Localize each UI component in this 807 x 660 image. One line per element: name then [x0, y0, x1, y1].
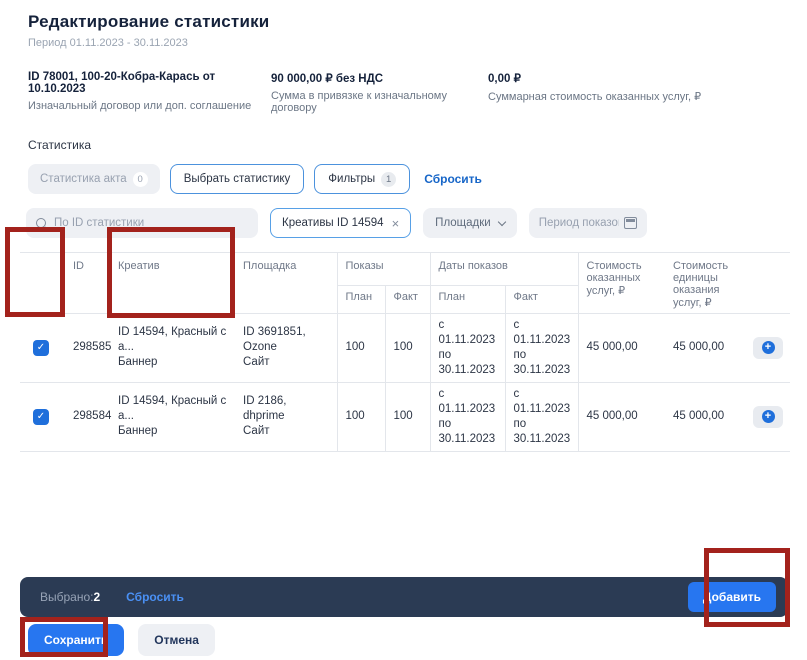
header-impressions-plan: План: [336, 285, 385, 314]
cell-id: 298585: [73, 341, 112, 354]
header-dates: Даты показов: [429, 252, 578, 286]
platform-title: ID 3691851, Ozone: [243, 326, 306, 354]
header-dates-plan: План: [429, 285, 505, 314]
add-row-button[interactable]: +: [753, 405, 783, 428]
row-checkbox[interactable]: ✓: [33, 339, 49, 356]
header-dates-fact: Факт: [504, 285, 578, 314]
row-checkbox[interactable]: ✓: [33, 408, 49, 425]
search-box[interactable]: [26, 208, 258, 238]
statistics-table: ID Креатив Площадка Показы Даты показов …: [20, 252, 790, 452]
creative-title: ID 14594, Красный с а...: [118, 395, 227, 423]
cell-platform: ID 3691851, Ozone Сайт: [235, 314, 337, 383]
cancel-button[interactable]: Отмена: [138, 624, 215, 656]
section-title-statistics: Статистика: [28, 138, 92, 152]
header-impressions-fact: Факт: [384, 285, 430, 314]
cell-date-fact: с 01.11.2023 по 30.11.2023: [504, 313, 578, 383]
summary-total: 0,00 ₽ Суммарная стоимость оказанных усл…: [488, 71, 701, 114]
total-value: 0,00 ₽: [488, 73, 521, 85]
cell-cost: 45 000,00: [577, 313, 665, 383]
period-subtitle: Период 01.11.2023 - 30.11.2023: [28, 37, 188, 49]
header-actions: [745, 253, 790, 314]
creative-title: ID 14594, Красный с а...: [118, 326, 227, 354]
cell-date-fact: с 01.11.2023 по 30.11.2023: [504, 382, 578, 451]
cell-unit-cost: 45 000,00: [673, 410, 725, 423]
cell-platform: ID 2186, dhprime Сайт: [235, 382, 337, 451]
remove-chip-icon[interactable]: ×: [391, 215, 400, 231]
summary-contract: ID 78001, 100-20-Кобра-Карась от 10.10.2…: [28, 71, 271, 114]
save-button[interactable]: Сохранить: [28, 624, 125, 656]
select-statistics-button[interactable]: Выбрать статистику: [169, 164, 305, 194]
selected-count: 2: [93, 590, 101, 604]
header-platform: Площадка: [243, 260, 297, 272]
cell-plan: 100: [336, 313, 385, 383]
add-row-button[interactable]: +: [753, 336, 783, 359]
summary-amount: 90 000,00 ₽ без НДС Сумма в привязке к и…: [271, 71, 488, 114]
table-row: ✓ 298584 ID 14594, Красный с а... Баннер…: [20, 382, 790, 451]
plus-icon: +: [761, 341, 775, 355]
table-row: ✓ 298585 ID 14594, Красный с а... Баннер…: [20, 313, 790, 383]
creative-type: Баннер: [118, 356, 158, 369]
filters-button[interactable]: Фильтры 1: [314, 164, 411, 194]
cell-date-plan: с 01.11.2023 по 30.11.2023: [429, 313, 505, 383]
search-input[interactable]: [54, 217, 248, 229]
total-label: Суммарная стоимость оказанных услуг, ₽: [488, 91, 702, 103]
contract-value: ID 78001, 100-20-Кобра-Карась от 10.10.2…: [28, 71, 216, 95]
chevron-down-icon: [497, 217, 506, 226]
platforms-label: Площадки: [435, 217, 491, 229]
act-statistics-tab[interactable]: Статистика акта 0: [28, 164, 160, 194]
platform-title: ID 2186, dhprime: [243, 395, 287, 423]
platforms-dropdown[interactable]: Площадки: [423, 208, 517, 238]
cell-fact: 100: [384, 382, 430, 451]
selection-reset-link[interactable]: Сбросить: [126, 590, 184, 604]
cell-plan: 100: [336, 382, 385, 451]
period-input[interactable]: [538, 217, 619, 229]
cell-cost: 45 000,00: [577, 382, 665, 451]
act-statistics-label: Статистика акта: [40, 173, 127, 185]
amount-label: Сумма в привязке к изначальному договору: [271, 90, 447, 114]
period-date-field[interactable]: [528, 208, 647, 238]
summary-row: ID 78001, 100-20-Кобра-Карась от 10.10.2…: [28, 71, 790, 114]
cell-creative: ID 14594, Красный с а... Баннер: [110, 314, 235, 383]
header-cost: Стоимость оказанных услуг, ₽: [577, 252, 665, 314]
cell-id: 298584: [73, 410, 112, 423]
creatives-filter-chip[interactable]: Креативы ID 14594 ×: [270, 208, 412, 238]
statistics-toolbar: Статистика акта 0 Выбрать статистику Фил…: [28, 164, 790, 194]
search-icon: [36, 218, 46, 228]
header-unit-cost: Стоимость единицы оказания услуг, ₽: [673, 260, 729, 309]
page-title: Редактирование статистики: [28, 12, 270, 31]
act-statistics-count-badge: 0: [132, 171, 148, 187]
cell-creative: ID 14594, Красный с а... Баннер: [110, 382, 235, 451]
cell-unit-cost: 45 000,00: [673, 341, 725, 354]
header-creative: Креатив: [118, 260, 160, 272]
filters-label: Фильтры: [328, 173, 376, 185]
platform-type: Сайт: [243, 425, 270, 438]
edit-statistics-modal: Редактирование статистики Период 01.11.2…: [0, 0, 807, 452]
plus-icon: +: [761, 410, 775, 424]
header-impressions: Показы: [336, 252, 430, 286]
add-button[interactable]: Добавить: [687, 582, 776, 612]
selection-bar: Выбрано: 2 Сбросить Добавить: [20, 577, 788, 617]
header-checkbox: [20, 253, 65, 314]
selected-label: Выбрано:: [40, 590, 94, 604]
select-statistics-label: Выбрать статистику: [183, 173, 291, 185]
creative-type: Баннер: [118, 425, 158, 438]
footer-actions: Сохранить Отмена: [28, 624, 215, 656]
platform-type: Сайт: [243, 356, 270, 369]
reset-filters-link[interactable]: Сбросить: [424, 172, 482, 186]
filters-count-badge: 1: [381, 171, 397, 187]
filter-inputs-row: Креативы ID 14594 × Площадки: [26, 208, 790, 238]
header-id: ID: [73, 260, 84, 272]
contract-label: Изначальный договор или доп. соглашение: [28, 100, 252, 112]
amount-value: 90 000,00 ₽ без НДС: [271, 73, 384, 85]
cell-date-plan: с 01.11.2023 по 30.11.2023: [429, 382, 505, 451]
cell-fact: 100: [384, 313, 430, 383]
calendar-icon: [623, 217, 637, 229]
creatives-chip-label: Креативы ID 14594: [282, 217, 384, 229]
